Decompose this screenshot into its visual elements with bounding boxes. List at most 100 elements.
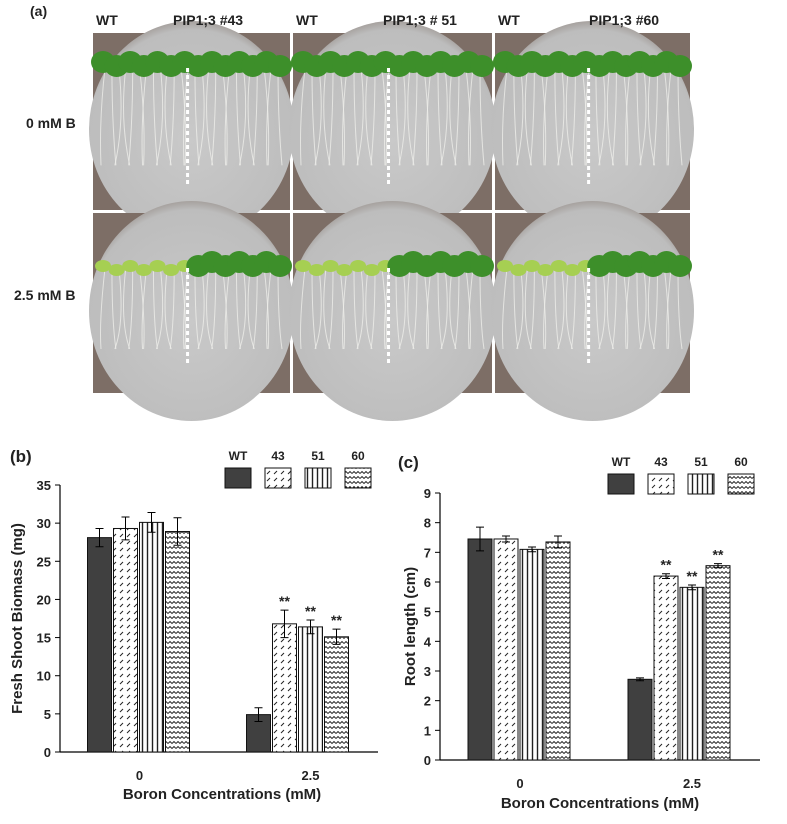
root (622, 267, 629, 350)
root (554, 267, 560, 350)
root (263, 267, 270, 350)
root (300, 267, 306, 350)
x-tick-label: 0 (136, 768, 143, 783)
root (180, 67, 187, 166)
root (114, 267, 122, 350)
root (595, 67, 601, 166)
root (407, 67, 415, 166)
legend-swatch (224, 467, 252, 489)
plate (289, 201, 496, 421)
root (353, 267, 359, 350)
bar (113, 527, 138, 753)
root (529, 67, 535, 166)
bar (298, 626, 323, 753)
y-axis-title: Fresh Shoot Biomass (mg) (9, 523, 26, 714)
root (423, 267, 429, 350)
y-tick-label: 1 (424, 723, 431, 738)
plate (89, 201, 294, 421)
legend-swatch (344, 467, 372, 489)
bar (627, 678, 653, 761)
root (197, 67, 205, 166)
root (300, 67, 306, 166)
root (449, 267, 457, 350)
root (412, 67, 418, 166)
root (311, 67, 317, 166)
legend-label: 60 (351, 449, 365, 463)
root (516, 67, 524, 166)
error-bar (254, 707, 263, 722)
error-whisker (554, 535, 562, 549)
error-bar (688, 584, 696, 591)
y-tick-label: 4 (424, 634, 432, 649)
error-whisker (147, 511, 156, 533)
x-tick-label: 2.5 (301, 768, 319, 783)
root (565, 267, 574, 350)
root (365, 67, 373, 166)
root (611, 67, 617, 166)
leaf (268, 255, 292, 277)
leaf (108, 264, 125, 276)
error-bar (528, 546, 536, 553)
leaf (95, 260, 111, 272)
leaf (149, 260, 166, 272)
root (437, 67, 443, 166)
x-tick-label: 2.5 (683, 776, 701, 791)
error-bar (636, 677, 644, 682)
y-tick-label: 35 (37, 478, 51, 493)
error-bar (502, 535, 510, 543)
root (663, 267, 670, 350)
root (595, 267, 601, 350)
error-whisker (280, 609, 289, 639)
leaf (523, 260, 540, 272)
root (206, 267, 214, 350)
root (342, 267, 348, 350)
root (440, 267, 448, 350)
plate (491, 201, 694, 421)
leaf (497, 260, 513, 272)
row-label: 0 mM B (26, 115, 76, 131)
root (479, 67, 485, 166)
error-whisker (714, 563, 722, 569)
legend-swatch (647, 473, 675, 495)
x-tick-label: 0 (516, 776, 523, 791)
root (381, 267, 387, 350)
root (252, 67, 258, 166)
leaf (668, 55, 692, 77)
root (565, 67, 574, 166)
root (606, 267, 615, 350)
root (206, 67, 214, 166)
root (502, 67, 508, 166)
root (339, 267, 345, 350)
leaf (537, 264, 554, 276)
y-tick-label: 9 (424, 486, 431, 501)
error-whisker (662, 573, 670, 579)
root (339, 67, 345, 166)
legend-swatch (607, 473, 635, 495)
legend-label: 43 (271, 449, 285, 463)
root (677, 267, 683, 350)
root (426, 67, 432, 166)
root (266, 67, 272, 166)
root (524, 267, 532, 350)
root (128, 67, 134, 166)
root (625, 67, 631, 166)
root (370, 67, 376, 166)
error-bar (95, 527, 104, 548)
bar (324, 636, 349, 753)
y-tick-label: 0 (44, 745, 51, 760)
root (465, 267, 471, 350)
x-axis-title: Boron Concentrations (mM) (123, 786, 321, 803)
root (238, 267, 247, 350)
root (164, 267, 172, 350)
column-label: WT (498, 12, 520, 28)
y-tick-label: 5 (424, 605, 431, 620)
root (639, 267, 647, 350)
bar (653, 575, 679, 761)
bar (679, 586, 705, 761)
root (235, 267, 241, 350)
row-label: 2.5 mM B (14, 287, 75, 303)
root (123, 67, 131, 166)
root (323, 267, 331, 350)
error-bar (476, 526, 484, 552)
y-tick-label: 5 (44, 707, 51, 722)
